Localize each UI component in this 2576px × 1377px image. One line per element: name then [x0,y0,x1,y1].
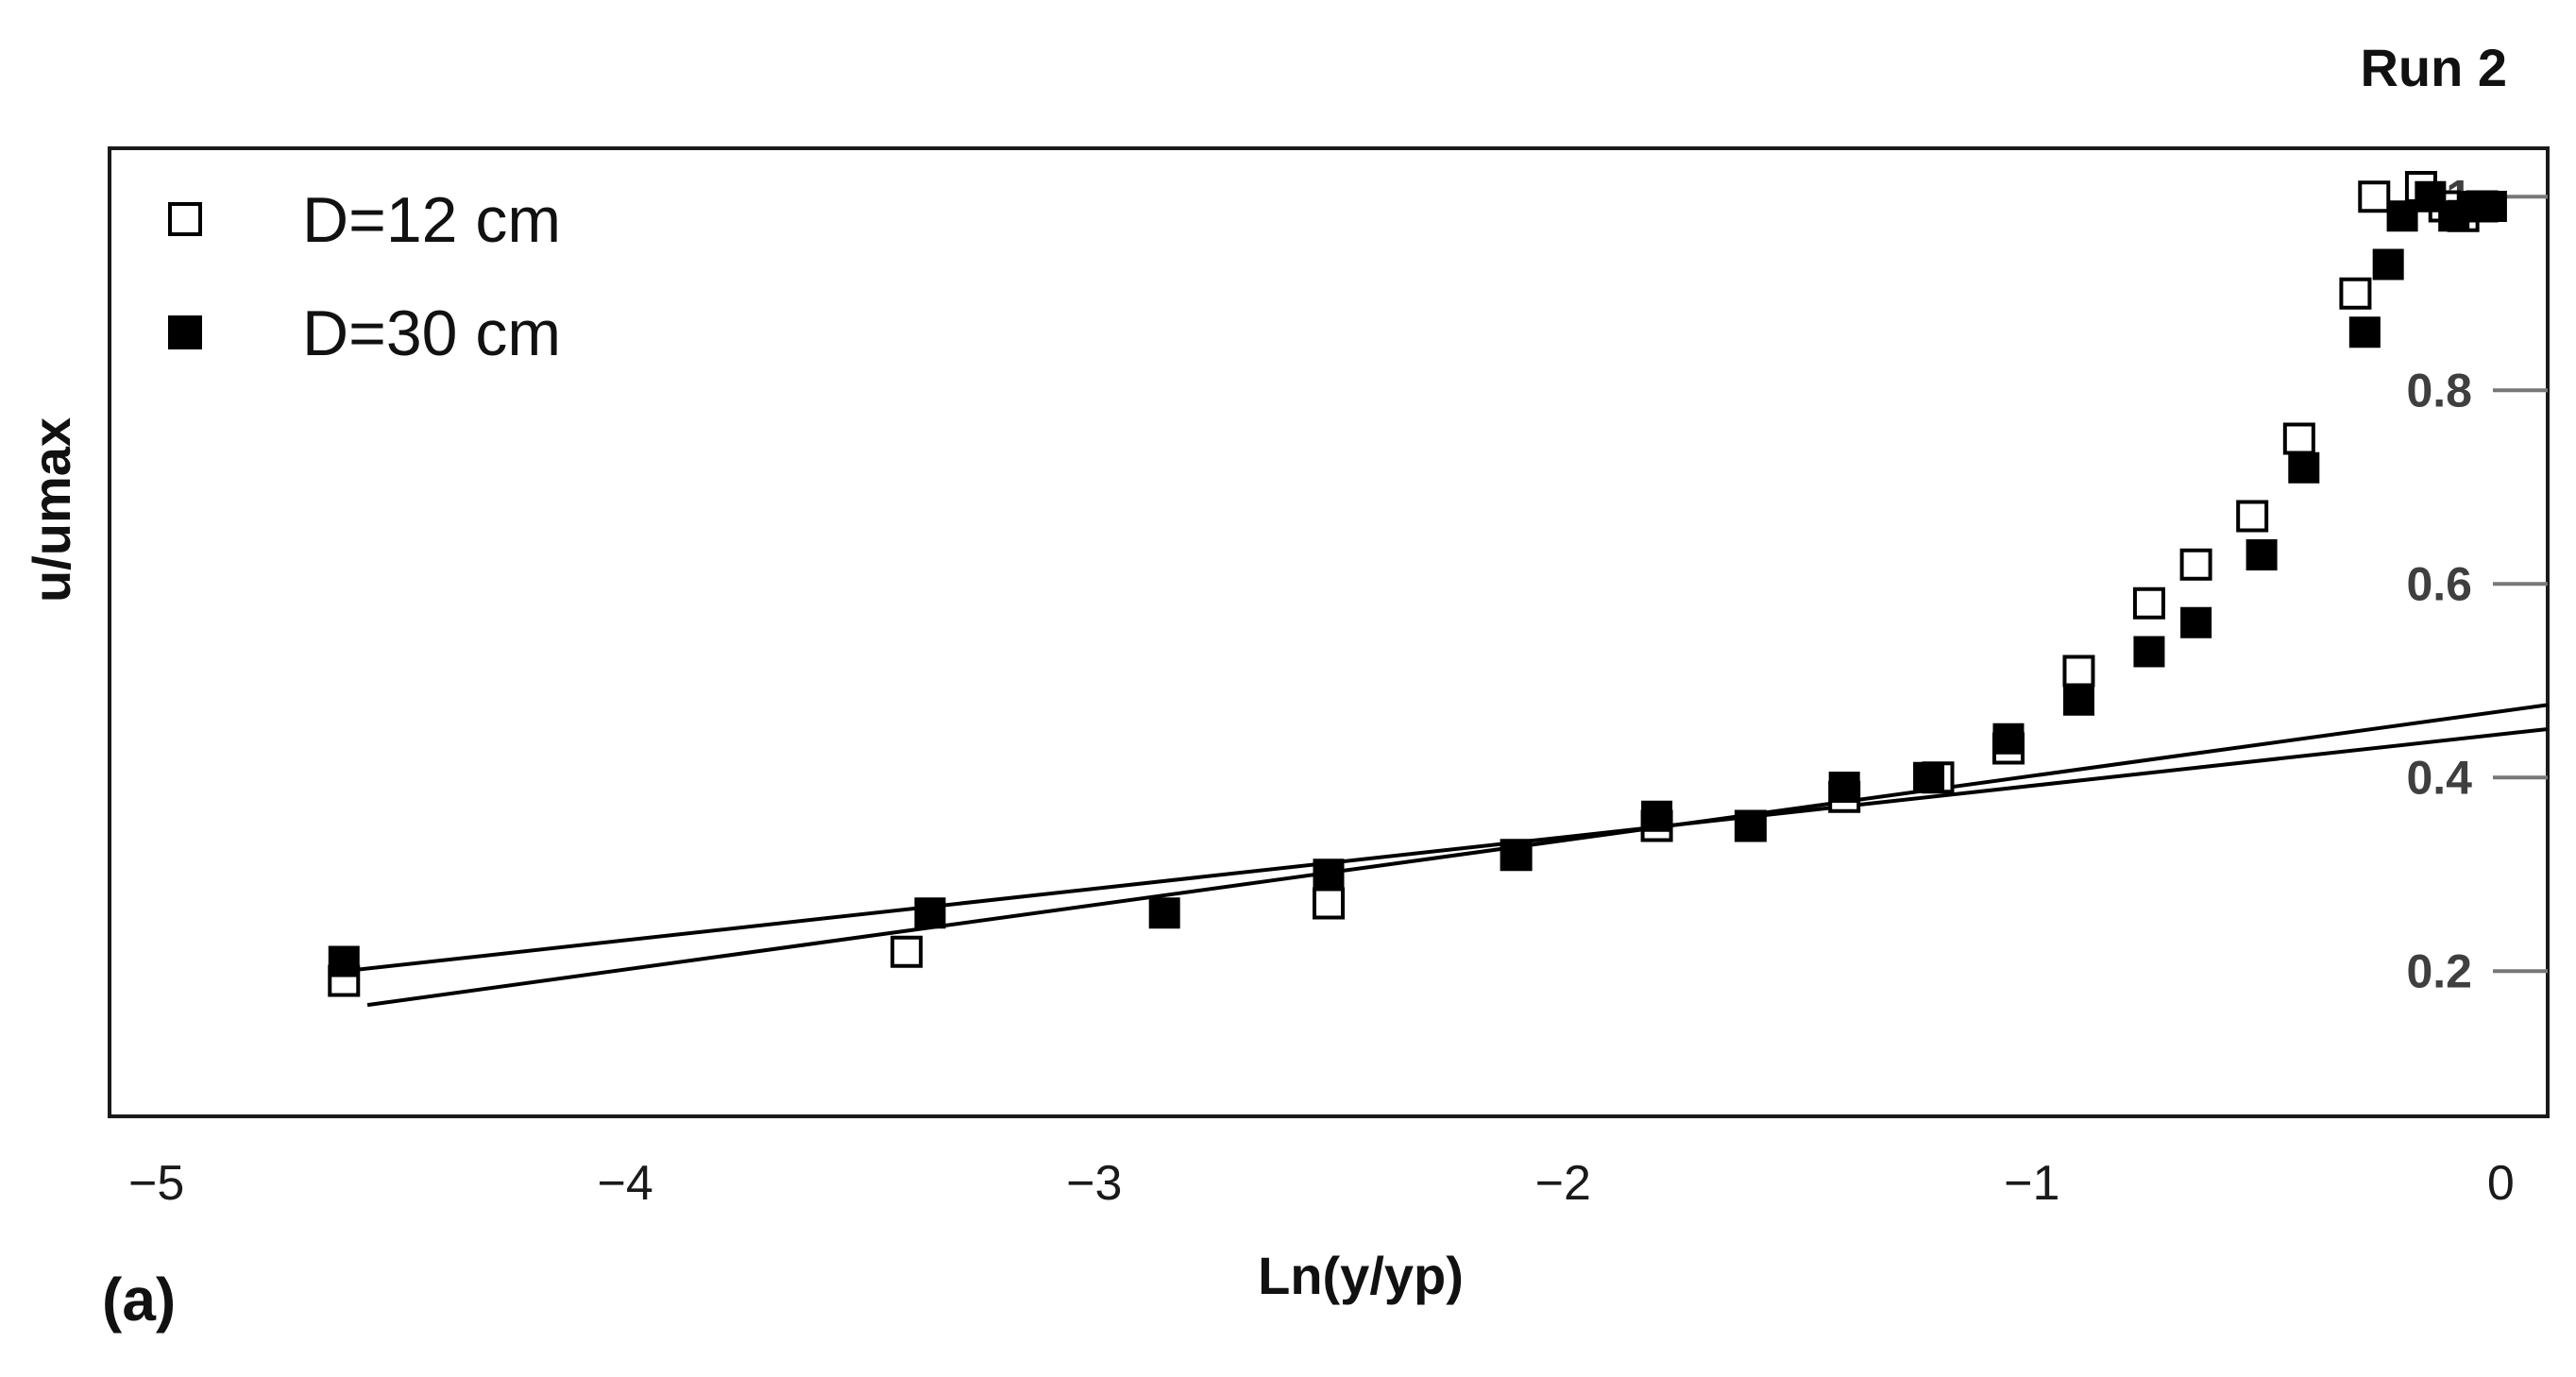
fit-line-1 [344,727,2549,974]
point-d12 [2339,277,2372,310]
point-d30 [1313,858,1345,891]
fit-lines [344,703,2549,1008]
point-d30 [2062,684,2094,716]
point-d12 [890,935,924,968]
x-tick-label: −2 [1535,1156,1591,1211]
point-d30 [2133,636,2165,668]
x-tick-label: −5 [128,1156,184,1211]
point-d12 [1313,887,1345,920]
legend-label: D=12 cm [302,184,561,256]
point-d12 [2062,654,2095,688]
chart-title: Run 2 [2360,38,2507,97]
point-d30 [914,897,946,929]
legend-open-square-icon [168,202,202,236]
point-d30 [1500,839,1533,871]
point-d12 [2236,500,2269,533]
point-d30 [2475,191,2507,222]
point-d30 [1641,800,1673,832]
y-tick-label: 0.8 [2406,364,2472,416]
y-tick-label: 0.6 [2406,557,2472,610]
data-points [328,171,2507,997]
y-tick-label: 0.4 [2406,751,2472,804]
panel-label: (a) [102,1266,176,1334]
fit-line-2 [366,703,2549,1008]
point-d30 [1992,722,2025,755]
x-axis-tick-labels: −5 −4 −3 −2 −1 0 [128,1156,2515,1211]
y-axis-title: u/umax [22,417,81,603]
point-d12 [2358,180,2391,213]
x-tick-label: −3 [1066,1156,1122,1211]
x-tick-label: −4 [598,1156,653,1211]
point-d30 [2372,248,2404,280]
point-d30 [2246,539,2278,570]
legend-filled-square-icon [168,315,202,349]
legend: D=12 cm D=30 cm [168,184,561,369]
point-d30 [1735,810,1767,842]
point-d30 [2288,451,2320,484]
point-d30 [2386,200,2418,232]
x-axis-title: Ln(y/yp) [1258,1246,1464,1305]
point-d30 [328,945,360,978]
point-d30 [2348,316,2381,348]
point-d30 [1913,761,1945,793]
point-d30 [1148,897,1180,929]
point-d12 [2282,422,2315,455]
x-tick-label: −1 [2004,1156,2059,1211]
legend-label: D=30 cm [302,298,561,369]
point-d30 [2180,606,2212,638]
y-tick-label: 0.2 [2406,944,2472,997]
point-d12 [2179,548,2212,581]
x-tick-label: 0 [2487,1156,2515,1211]
point-d12 [2132,586,2165,620]
plot-frame [108,146,2550,1118]
point-d30 [1828,772,1860,803]
